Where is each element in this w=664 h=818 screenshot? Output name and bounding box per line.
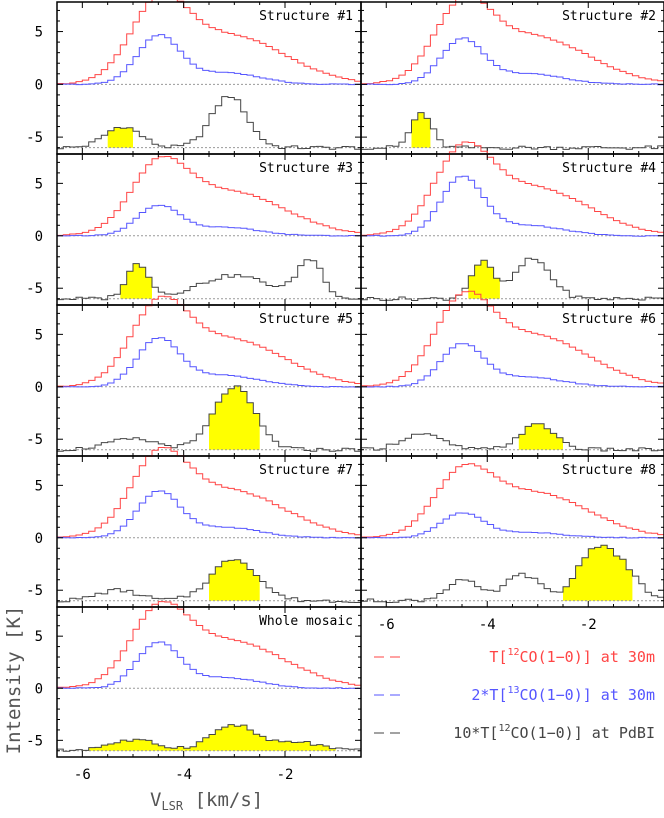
y-tick-label: 5 [35,176,43,192]
spectrum-panel: -5 0 5 Structure #5 [26,295,362,457]
spectra-panels: -5 0 5 Structure #1 Structure #2 -5 0 5 Structur… [26,0,664,783]
pdbi-spectrum [361,423,664,452]
co12-30m-spectrum [361,463,664,538]
pdbi-spectrum [361,112,664,150]
legend-entry: 10*T[12CO(1−0)] at PdBI [453,723,655,742]
co13-30m-spectrum [57,641,361,689]
pdbi-spectrum [57,96,361,150]
y-tick-label: 0 [35,380,43,396]
x-tick-label: -6 [74,767,91,783]
y-tick-label: 5 [35,25,43,41]
pdbi-spectrum [361,544,664,603]
emission-fill-region [209,559,260,601]
y-tick-label: 0 [35,77,43,93]
spectrum-panel: Structure #6 [360,290,664,457]
co13-30m-spectrum [361,512,664,539]
y-tick-label: 0 [35,229,43,245]
y-tick-label: -5 [26,281,43,297]
y-tick-label: -5 [26,733,43,749]
y-tick-label: -5 [26,432,43,448]
spectrum-panel: -5 0 5 -6 -4 -2 Whole mosaic [26,601,362,783]
pdbi-spectrum [57,724,361,752]
legend: T[12CO(1−0)] at 30m 2*T[13CO(1−0)] at 30m… [374,647,655,742]
x-axis-label: VLSR [km/s] [150,789,263,813]
panel-title: Whole mosaic [259,614,353,629]
co13-30m-spectrum [361,175,664,237]
y-tick-label: -5 [26,583,43,599]
spectrum-panel: -5 0 5 Structure #3 [26,153,362,306]
spectrum-panel: Structure #2 [360,0,664,155]
co12-30m-spectrum [361,141,664,236]
y-tick-label: 5 [35,478,43,494]
y-tick-label: 5 [35,629,43,645]
panel-frame [360,304,664,457]
panel-title: Structure #3 [259,161,353,176]
x-tick-label: -2 [277,767,294,783]
panel-title: Structure #4 [562,161,656,176]
co12-30m-spectrum [57,156,361,236]
panel-title: Structure #7 [259,463,353,478]
panel-title: Structure #5 [259,312,353,327]
panel-title: Structure #6 [562,312,656,327]
spectrum-panel: -5 0 5 Structure #7 [26,447,362,608]
spectrum-panel: Structure #4 [360,141,664,306]
y-tick-label: 5 [35,327,43,343]
co12-30m-spectrum [361,0,664,85]
spectrum-panel: -5 0 5 Structure #1 [26,0,362,155]
x-tick-label: -2 [580,617,597,633]
y-tick-label: 0 [35,681,43,697]
x-tick-label: -4 [175,767,192,783]
co13-30m-spectrum [57,490,361,539]
co12-30m-spectrum [57,0,361,85]
spectrum-panel: -6 -4 -2 Structure #8 [360,455,664,633]
panel-title: Structure #8 [562,463,656,478]
co12-30m-spectrum [57,447,361,538]
co12-30m-spectrum [57,601,361,688]
emission-fill-region [107,127,133,148]
emission-fill-region [468,260,500,299]
co13-30m-spectrum [57,34,361,86]
x-tick-label: -4 [479,617,496,633]
co13-30m-spectrum [57,204,361,237]
pdbi-spectrum [57,559,361,603]
x-tick-label: -6 [378,617,395,633]
co13-30m-spectrum [361,343,664,388]
panel-title: Structure #1 [259,9,353,24]
pdbi-spectrum [361,257,664,301]
emission-fill-region [209,385,260,450]
legend-entry: 2*T[13CO(1−0)] at 30m [471,685,655,704]
emission-fill-region [120,263,152,299]
emission-fill-region [518,423,563,450]
panel-frame [360,1,664,155]
legend-entry: T[12CO(1−0)] at 30m [489,647,655,666]
pdbi-spectrum [57,385,361,452]
y-tick-label: -5 [26,130,43,146]
co12-30m-spectrum [361,290,664,387]
emission-fill-region [411,112,431,148]
co13-30m-spectrum [361,37,664,86]
co12-30m-spectrum [57,295,361,387]
y-tick-label: 0 [35,531,43,547]
panel-title: Structure #2 [562,9,656,24]
pdbi-spectrum [57,259,361,301]
y-axis-label: Intensity [K] [3,606,25,755]
co13-30m-spectrum [57,337,361,388]
emission-fill-region [563,545,633,601]
